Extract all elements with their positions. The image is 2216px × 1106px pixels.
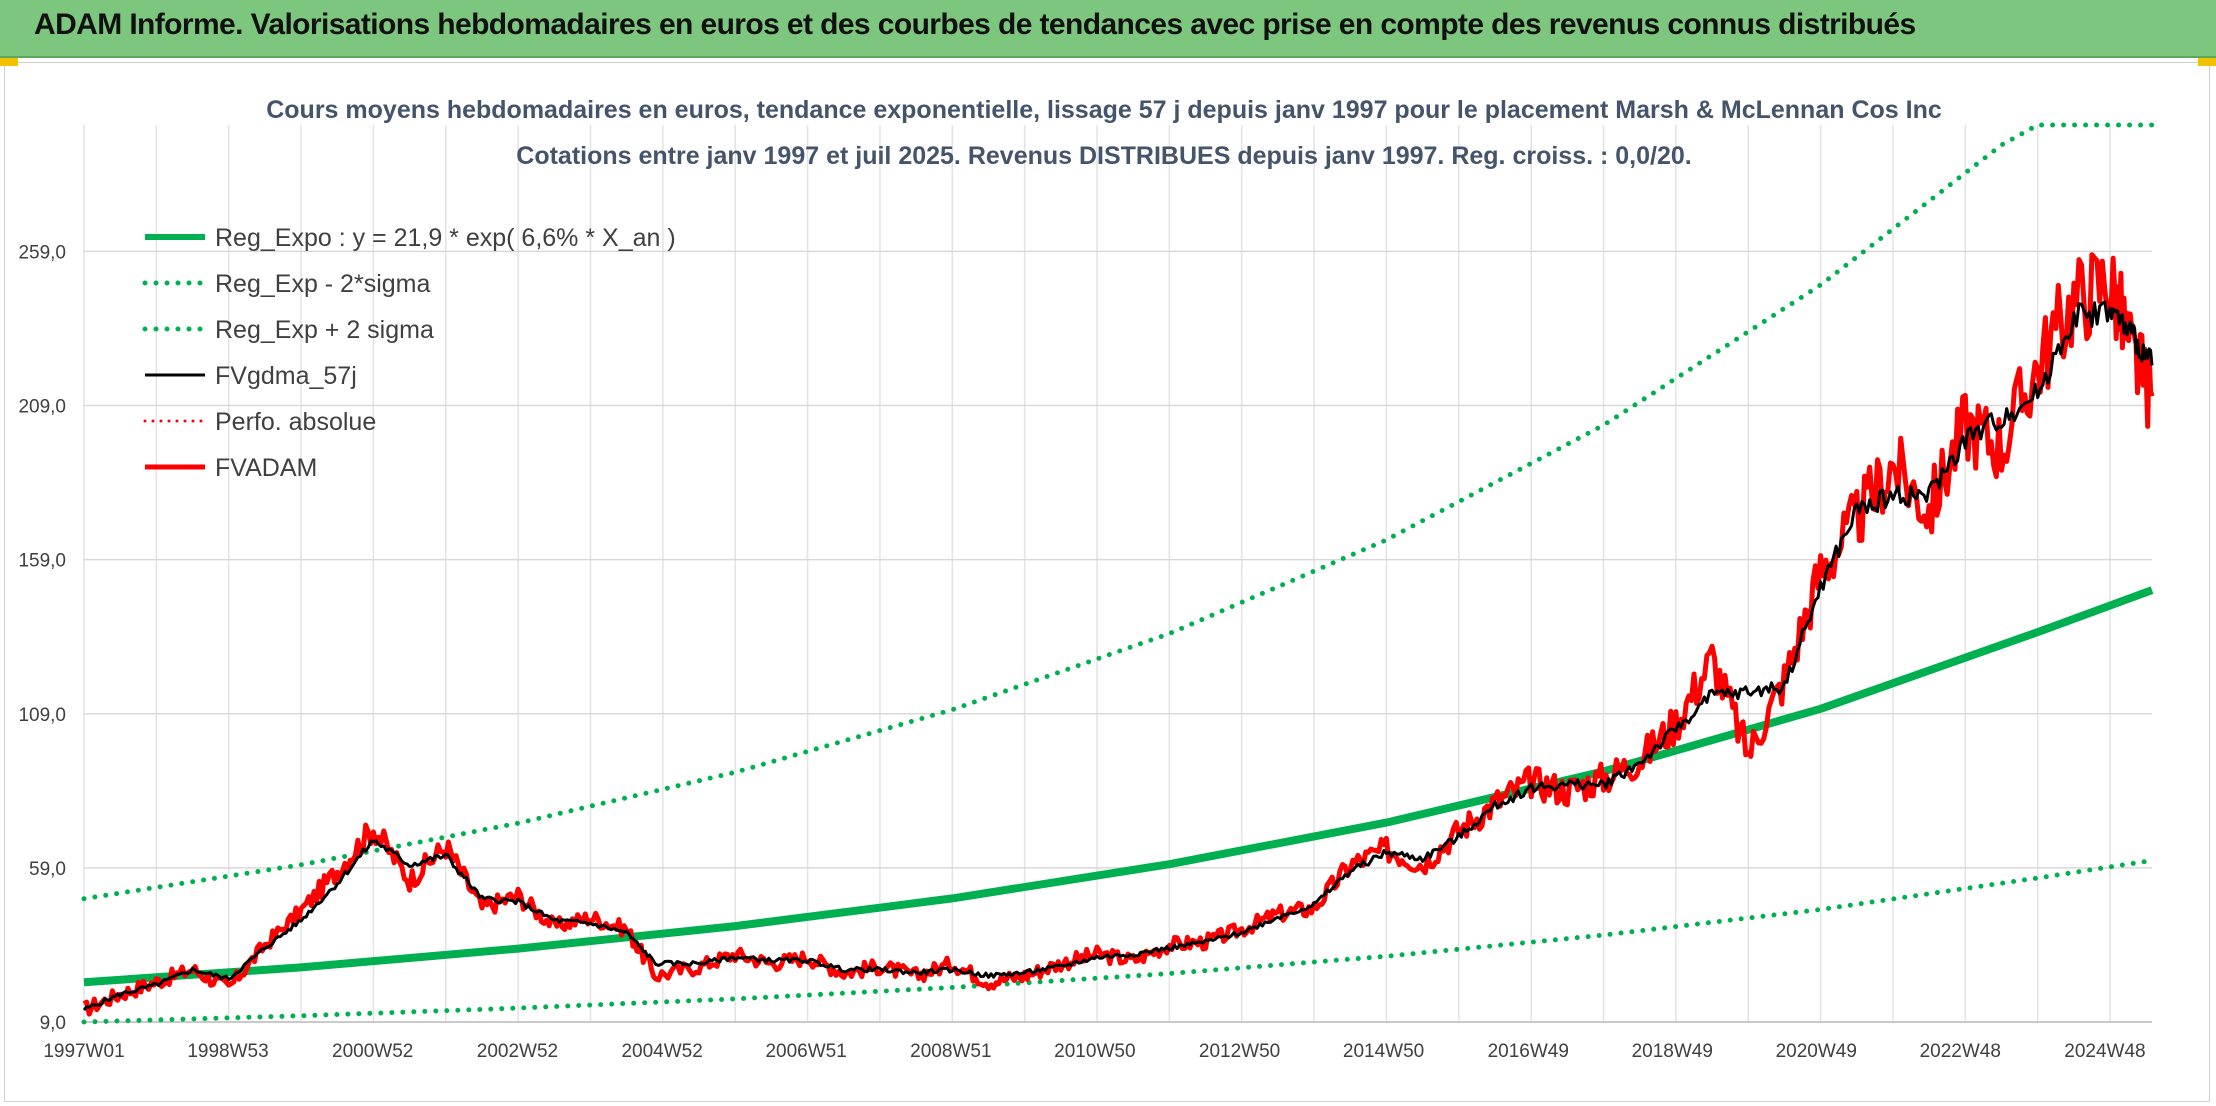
series-reg-exp-minus-2sigma: [81, 858, 2155, 1025]
y-tick-label: 259,0: [18, 242, 66, 263]
x-tick-label: 2014W50: [1343, 1041, 1424, 1062]
legend-label: FVgdma_57j: [215, 362, 357, 390]
legend-label: Perfo. absolue: [215, 408, 376, 436]
series-reg-expo: [83, 586, 2154, 987]
legend-label: Reg_Expo : y = 21,9 * exp( 6,6% * X_an ): [215, 224, 676, 252]
chart-subtitle: Cotations entre janv 1997 et juil 2025. …: [516, 142, 1691, 170]
chart-series: [81, 122, 2155, 1025]
chart-title: Cours moyens hebdomadaires en euros, ten…: [266, 96, 1942, 124]
chart-grid: [83, 125, 2152, 1023]
legend-label: Reg_Exp + 2 sigma: [215, 316, 434, 344]
x-tick-label: 2002W52: [477, 1041, 558, 1062]
x-tick-label: 2008W51: [910, 1041, 991, 1062]
frame-corner-marker-left: [0, 58, 18, 66]
x-tick-label: 2004W52: [621, 1041, 702, 1062]
chart-legend: Reg_Expo : y = 21,9 * exp( 6,6% * X_an )…: [142, 224, 676, 482]
x-tick-label: 2024W48: [2064, 1041, 2145, 1062]
x-tick-label: 2012W50: [1199, 1041, 1280, 1062]
x-tick-label: 2022W48: [1920, 1041, 2001, 1062]
x-tick-label: 1997W01: [43, 1041, 124, 1062]
x-tick-label: 2010W50: [1054, 1041, 1135, 1062]
y-tick-label: 9,0: [40, 1013, 66, 1034]
y-tick-label: 109,0: [18, 705, 66, 726]
report-banner: ADAM Informe. Valorisations hebdomadaire…: [0, 0, 2216, 58]
series-fvgdma-57j: [82, 300, 2154, 1012]
legend-label: Reg_Exp - 2*sigma: [215, 270, 430, 298]
chart-axes: 9,0 59,0 109,0 159,0 209,0 259,0 1997W01 1998W5…: [18, 242, 2152, 1062]
y-tick-label: 59,0: [29, 859, 66, 880]
report-banner-title: ADAM Informe. Valorisations hebdomadaire…: [34, 8, 1916, 41]
x-tick-label: 2016W49: [1488, 1041, 1569, 1062]
series-fvadam: [82, 252, 2155, 1017]
frame-corner-marker-right: [2198, 58, 2216, 66]
x-tick-label: 1998W53: [187, 1041, 268, 1062]
x-tick-label: 2000W52: [332, 1041, 413, 1062]
x-tick-label: 2018W49: [1632, 1041, 1713, 1062]
y-tick-label: 209,0: [18, 397, 66, 418]
x-tick-label: 2006W51: [765, 1041, 846, 1062]
y-tick-label: 159,0: [18, 551, 66, 572]
chart-frame: [4, 62, 2210, 1102]
x-tick-label: 2020W49: [1776, 1041, 1857, 1062]
legend-label: FVADAM: [215, 454, 317, 482]
